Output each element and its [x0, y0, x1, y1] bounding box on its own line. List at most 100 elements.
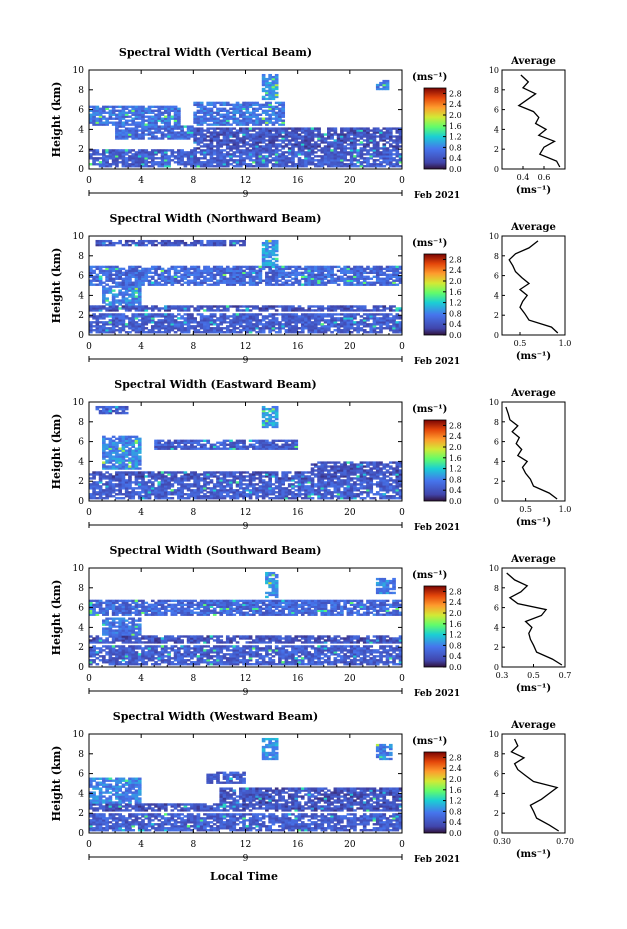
- heatmap-cell: [128, 457, 132, 460]
- heatmap-cell: [131, 315, 136, 318]
- heatmap-cell: [235, 147, 240, 150]
- x-tick-label: 8: [190, 176, 196, 186]
- heatmap-cell: [196, 147, 201, 150]
- heatmap-cell: [105, 447, 109, 450]
- heatmap-cell: [385, 163, 390, 166]
- heatmap-cell: [340, 159, 344, 162]
- heatmap-cell: [245, 271, 250, 275]
- heatmap-cell: [154, 109, 158, 112]
- heatmap-cell: [229, 149, 233, 152]
- heatmap-cell: [92, 109, 96, 112]
- heatmap-cell: [134, 467, 139, 470]
- heatmap-cell: [206, 481, 211, 484]
- heatmap-cell: [255, 305, 259, 308]
- heatmap-cell: [238, 151, 243, 154]
- heatmap-cell: [252, 121, 256, 124]
- heatmap-cell: [157, 267, 162, 271]
- heatmap-cell: [115, 459, 119, 462]
- heatmap-cell: [261, 155, 266, 158]
- heatmap-cell: [157, 313, 162, 316]
- heatmap-cell: [232, 159, 237, 162]
- heatmap-cell: [248, 155, 253, 158]
- heatmap-cell: [372, 309, 377, 312]
- heatmap-cell: [108, 445, 113, 448]
- heatmap-cell: [323, 313, 328, 316]
- heatmap-cell: [375, 163, 380, 166]
- heatmap-cell: [121, 165, 126, 168]
- heatmap-cell: [252, 103, 256, 107]
- heatmap-cell: [121, 405, 126, 409]
- heatmap-cell: [157, 137, 162, 140]
- heatmap-cell: [98, 313, 103, 316]
- heatmap-cell: [102, 299, 106, 302]
- heatmap-cell: [323, 265, 328, 269]
- heatmap-cell: [134, 161, 139, 164]
- heatmap-cell: [346, 153, 351, 156]
- heatmap-cell: [336, 163, 341, 166]
- heatmap-cell: [111, 475, 116, 478]
- heatmap-cell: [173, 157, 178, 160]
- heatmap-cell: [252, 327, 256, 330]
- heatmap-cell: [268, 147, 272, 150]
- heatmap-cell: [92, 123, 96, 126]
- heatmap-cell: [327, 135, 331, 138]
- heatmap-cell: [183, 155, 188, 158]
- heatmap-cell: [154, 161, 158, 164]
- heatmap-cell: [177, 443, 181, 446]
- heatmap-cell: [203, 139, 207, 142]
- heatmap-cell: [366, 161, 370, 164]
- heatmap-cell: [284, 127, 289, 130]
- heatmap-cell: [379, 165, 383, 168]
- heatmap-cell: [222, 119, 227, 122]
- heatmap-cell: [385, 325, 390, 328]
- heatmap-cell: [98, 153, 103, 156]
- heatmap-cell: [297, 141, 302, 144]
- heatmap-cell: [375, 331, 380, 334]
- heatmap-cell: [108, 465, 113, 468]
- heatmap-cell: [212, 319, 217, 322]
- x-tick-label: 12: [240, 176, 251, 186]
- heatmap-cell: [92, 107, 96, 110]
- heatmap-cell: [137, 461, 142, 464]
- heatmap-cell: [278, 279, 282, 282]
- heatmap-cell: [128, 127, 132, 130]
- heatmap-cell: [141, 477, 145, 480]
- heatmap-cell: [356, 281, 361, 284]
- heatmap-cell: [212, 331, 217, 334]
- heatmap-cell: [183, 477, 188, 480]
- heatmap-cell: [392, 283, 396, 286]
- heatmap-cell: [248, 103, 253, 107]
- heatmap-cell: [271, 265, 276, 269]
- heatmap-cell: [268, 115, 272, 118]
- heatmap-cell: [115, 479, 119, 482]
- heatmap-cell: [232, 329, 237, 332]
- heatmap-cell: [150, 271, 155, 275]
- heatmap-cell: [121, 321, 126, 324]
- heatmap-cell: [225, 113, 230, 116]
- heatmap-cell: [206, 129, 211, 132]
- heatmap-cell: [252, 325, 256, 328]
- heatmap-cell: [203, 331, 207, 334]
- avg-y-tick-label: 2: [494, 145, 499, 154]
- heatmap-cell: [349, 309, 354, 312]
- heatmap-cell: [375, 147, 380, 150]
- heatmap-cell: [124, 309, 129, 312]
- heatmap-cell: [160, 107, 165, 110]
- heatmap-cell: [222, 153, 227, 156]
- heatmap-cell: [284, 155, 289, 158]
- heatmap-cell: [252, 123, 256, 126]
- heatmap-cell: [336, 141, 341, 144]
- heatmap-cell: [134, 109, 139, 112]
- heatmap-cell: [271, 165, 276, 168]
- heatmap-cell: [398, 133, 403, 136]
- heatmap-cell: [274, 257, 279, 261]
- heatmap-cell: [212, 105, 217, 109]
- heatmap-cell: [108, 303, 113, 306]
- heatmap-cell: [118, 137, 122, 140]
- average-unit: (ms⁻¹): [516, 185, 551, 196]
- heatmap-cell: [199, 151, 204, 154]
- heatmap-cell: [343, 269, 347, 273]
- heatmap-cell: [137, 301, 142, 304]
- heatmap-cell: [163, 487, 168, 490]
- heatmap-cell: [356, 267, 361, 271]
